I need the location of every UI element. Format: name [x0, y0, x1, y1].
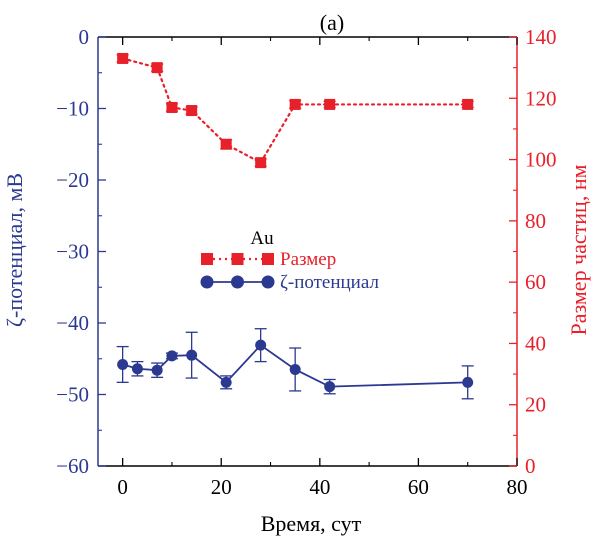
legend-label: Размер — [280, 249, 336, 270]
data-point — [186, 105, 198, 117]
data-point — [166, 101, 178, 113]
y-right-tick-label: 140 — [525, 25, 557, 49]
y-right-tick-label: 100 — [525, 148, 557, 172]
data-point — [131, 363, 143, 375]
y-left-tick-label: −50 — [56, 383, 89, 407]
legend-marker — [200, 275, 214, 289]
y-left-tick-label: −30 — [56, 240, 89, 264]
axes-group: 0 20 40 60 800−10−20−30−40−50−60 020406080100… — [56, 25, 556, 499]
legend-marker — [231, 275, 244, 289]
x-tick-label: 60 — [408, 475, 429, 499]
y-left-tick-label: −60 — [56, 454, 89, 478]
x-tick-label: 0 — [117, 475, 128, 499]
data-point — [117, 52, 129, 64]
legend-marker — [262, 253, 274, 265]
data-point — [255, 157, 267, 169]
data-point — [166, 350, 178, 362]
x-tick-label: 20 — [211, 475, 232, 499]
y-left-tick-label: −40 — [56, 311, 89, 335]
x-tick-label: 80 — [507, 475, 528, 499]
y-left-tick-label: −20 — [56, 168, 89, 192]
legend-title: Au — [250, 228, 274, 249]
legend-item: Размер — [201, 249, 336, 270]
data-point — [220, 376, 232, 388]
legend-marker — [231, 253, 244, 265]
y-right-tick-label: 80 — [525, 209, 546, 233]
y-left-axis-title: ζ-потенциал, мВ — [2, 173, 27, 327]
data-point — [151, 62, 163, 74]
data-point — [289, 363, 301, 375]
y-right-tick-label: 20 — [525, 393, 546, 417]
series-line — [121, 343, 469, 388]
data-point — [462, 98, 474, 110]
y-right-tick-label: 60 — [525, 270, 546, 294]
y-right-axis-title: Размер частиц, нм — [566, 164, 591, 335]
data-point — [117, 358, 129, 370]
data-point — [220, 138, 232, 150]
panel-label: (a) — [320, 10, 344, 35]
legend-label: ζ-потенциал — [280, 272, 379, 293]
x-tick-label: 40 — [309, 475, 330, 499]
data-point — [324, 98, 336, 110]
y-right-tick-label: 120 — [525, 86, 557, 110]
legend-marker — [261, 275, 275, 289]
y-right-tick-label: 0 — [525, 454, 536, 478]
data-point — [324, 381, 336, 393]
data-point — [462, 376, 474, 388]
x-axis-title: Время, сут — [261, 511, 362, 536]
series-group — [116, 52, 474, 400]
series-size — [116, 52, 474, 169]
data-point — [151, 364, 163, 376]
data-point — [289, 98, 301, 110]
series-zeta — [116, 328, 474, 400]
y-left-tick-label: −10 — [56, 97, 89, 121]
y-left-tick-label: 0 — [79, 25, 90, 49]
y-right-tick-label: 40 — [525, 331, 546, 355]
legend-marker — [201, 253, 213, 265]
legend-item: ζ-потенциал — [200, 272, 379, 293]
data-point — [255, 339, 267, 351]
data-point — [186, 349, 198, 361]
